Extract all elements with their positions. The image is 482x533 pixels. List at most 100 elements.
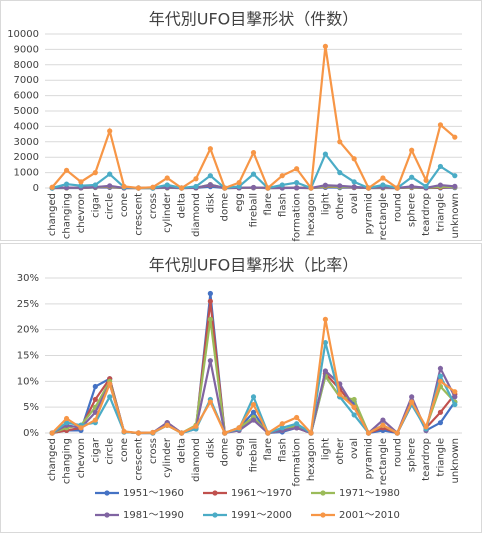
x-tick-label: formation <box>292 438 303 487</box>
y-tick-label: 10000 <box>7 29 39 40</box>
x-tick-label: crescent <box>133 193 144 236</box>
data-point <box>193 183 199 190</box>
x-tick-label: circle <box>105 438 116 465</box>
x-tick-label: changed <box>47 438 58 481</box>
x-tick-label: cylinder <box>162 192 173 233</box>
data-point <box>322 182 328 188</box>
x-tick-label: changing <box>62 438 73 484</box>
data-point <box>107 183 113 189</box>
legend-label: 1961～1970 <box>231 488 292 499</box>
data-point <box>437 373 444 379</box>
x-tick-label: cross <box>148 193 159 219</box>
data-point <box>279 425 285 431</box>
x-tick-label: sphere <box>407 438 418 472</box>
x-tick-label: other <box>335 192 346 220</box>
x-tick-label: changed <box>47 193 58 236</box>
data-point <box>193 423 199 429</box>
x-tick-label: flash <box>277 438 288 462</box>
y-tick-label: 15% <box>17 351 39 362</box>
x-tick-label: light <box>320 193 331 215</box>
legend-marker <box>320 490 326 496</box>
x-tick-label: disk <box>205 438 216 458</box>
data-point <box>121 428 127 435</box>
data-point <box>337 139 343 145</box>
data-point <box>207 173 213 179</box>
data-point <box>337 183 343 189</box>
data-point <box>365 185 372 191</box>
data-point <box>365 430 372 436</box>
data-point <box>351 156 357 162</box>
x-tick-label: teardrop <box>421 438 432 481</box>
data-point <box>452 389 458 395</box>
x-tick-label: chevron <box>76 438 87 478</box>
legend-marker <box>212 512 218 518</box>
data-point <box>107 171 113 177</box>
data-point <box>207 316 213 322</box>
data-point <box>452 173 458 179</box>
data-point <box>236 183 242 190</box>
x-tick-label: cylinder <box>162 437 173 478</box>
data-point <box>92 383 98 390</box>
legend-marker <box>104 490 110 496</box>
data-point <box>294 185 300 191</box>
x-tick-label: round <box>392 438 403 467</box>
legend-label: 1991～2000 <box>231 510 292 521</box>
data-point <box>250 417 257 423</box>
data-point <box>107 394 113 400</box>
data-point <box>409 147 415 153</box>
y-tick-label: 25% <box>17 299 39 310</box>
data-point <box>92 409 98 415</box>
x-tick-label: cross <box>148 438 159 464</box>
data-point <box>78 179 84 185</box>
x-tick-label: delta <box>177 438 188 463</box>
data-point <box>207 358 213 364</box>
data-point <box>193 176 199 182</box>
data-point <box>250 401 257 408</box>
data-point <box>222 185 228 191</box>
data-point <box>423 424 429 430</box>
data-point <box>437 163 444 170</box>
x-tick-label: rectangle <box>378 193 389 240</box>
y-tick-label: 5% <box>23 402 39 413</box>
data-point <box>92 396 98 403</box>
x-tick-label: disk <box>205 193 216 213</box>
panel <box>0 0 482 241</box>
data-point <box>49 184 55 190</box>
chart-title: 年代別UFO目撃形状（件数） <box>149 10 359 29</box>
x-tick-label: other <box>335 437 346 465</box>
x-tick-label: unknown <box>450 193 461 238</box>
data-point <box>150 429 156 436</box>
y-tick-label: 0% <box>23 428 39 439</box>
x-tick-label: sphere <box>407 193 418 227</box>
data-point <box>265 185 271 191</box>
data-point <box>250 184 257 191</box>
data-point <box>294 414 300 421</box>
data-point <box>92 417 98 423</box>
legend-marker <box>320 512 326 518</box>
data-point <box>409 183 415 189</box>
data-point <box>437 420 444 426</box>
data-point <box>207 298 213 304</box>
data-point <box>322 316 328 322</box>
data-point <box>78 425 84 431</box>
data-point <box>351 412 357 418</box>
data-point <box>394 430 400 436</box>
x-tick-label: dome <box>220 193 231 221</box>
data-point <box>294 180 300 186</box>
data-point <box>164 422 170 428</box>
x-tick-label: hexagon <box>306 438 317 481</box>
x-tick-label: triangle <box>435 193 446 232</box>
data-point <box>437 122 444 128</box>
data-point <box>322 368 328 374</box>
x-tick-label: formation <box>292 193 303 242</box>
data-point <box>409 394 415 400</box>
x-tick-label: egg <box>234 193 245 212</box>
x-tick-label: flash <box>277 193 288 217</box>
data-point <box>135 185 142 191</box>
data-point <box>207 290 213 297</box>
data-point <box>250 171 257 177</box>
data-point <box>250 409 257 415</box>
data-point <box>121 183 127 190</box>
x-tick-label: diamond <box>191 193 202 237</box>
data-point <box>437 182 444 188</box>
